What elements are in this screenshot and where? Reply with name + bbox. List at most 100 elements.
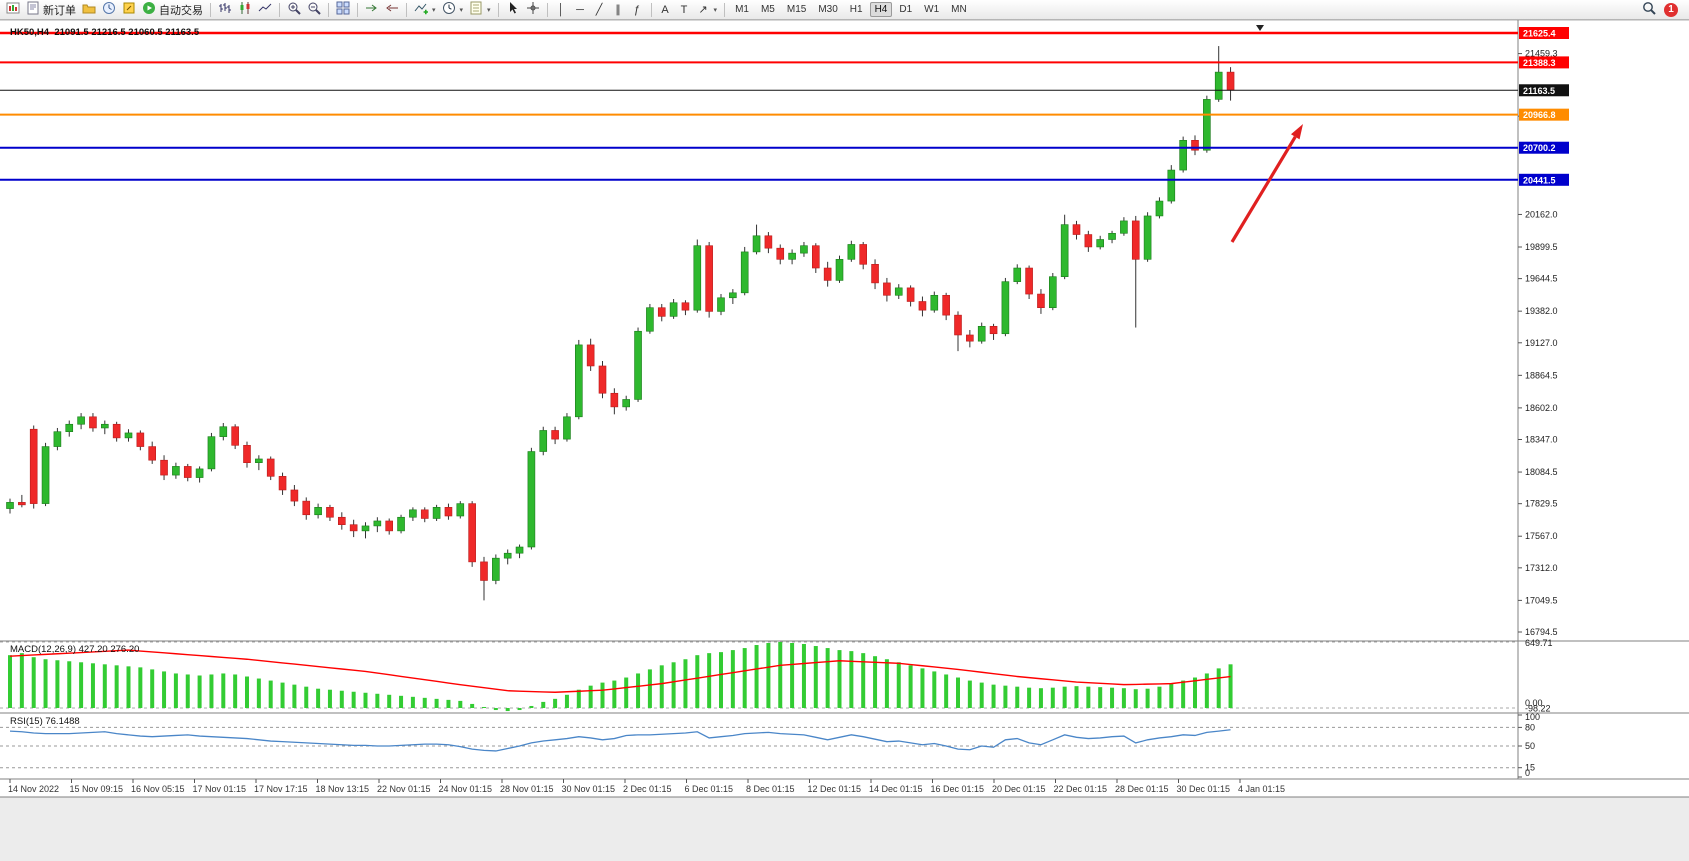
tf-d1[interactable]: D1 bbox=[894, 2, 917, 17]
vertical-line-icon: │ bbox=[557, 3, 565, 16]
channel-button[interactable]: ∥ bbox=[609, 1, 628, 19]
svg-text:18 Nov 13:15: 18 Nov 13:15 bbox=[316, 784, 370, 794]
tf-mn[interactable]: MN bbox=[946, 2, 972, 17]
tf-m30[interactable]: M30 bbox=[813, 2, 842, 17]
svg-text:19382.0: 19382.0 bbox=[1525, 306, 1558, 316]
price-axis-tags[interactable]: 21625.4 21388.3 20966.8 20700.2 20441.5 21163… bbox=[1519, 27, 1569, 186]
macd-panel: 649.71 0.00-98.22 bbox=[0, 638, 1553, 714]
chart-canvas[interactable]: 21459.320954.820162.019899.519644.519382… bbox=[0, 20, 1689, 861]
bar-chart-icon bbox=[218, 1, 232, 18]
indicators-icon bbox=[414, 1, 428, 18]
trendline-button[interactable]: ╱ bbox=[590, 1, 609, 19]
toolbar-separator bbox=[357, 2, 358, 17]
tile-windows-button[interactable] bbox=[333, 1, 353, 19]
svg-text:17049.5: 17049.5 bbox=[1525, 595, 1558, 605]
text-label-button[interactable]: T bbox=[675, 1, 694, 19]
periods-icon bbox=[442, 1, 456, 18]
arrows-tool-button[interactable]: ↗ ▾ bbox=[694, 1, 721, 19]
svg-text:6 Dec 01:15: 6 Dec 01:15 bbox=[685, 784, 734, 794]
profiles-button[interactable] bbox=[79, 1, 99, 19]
svg-text:20700.2: 20700.2 bbox=[1523, 143, 1556, 153]
metaeditor-button[interactable] bbox=[119, 1, 139, 19]
svg-text:18084.5: 18084.5 bbox=[1525, 467, 1558, 477]
svg-text:19644.5: 19644.5 bbox=[1525, 274, 1558, 284]
tf-m1[interactable]: M1 bbox=[730, 2, 754, 17]
line-chart-icon bbox=[258, 1, 272, 18]
dropdown-caret-icon: ▾ bbox=[487, 6, 491, 14]
horizontal-line-button[interactable]: ─ bbox=[571, 1, 590, 19]
chart-shift-button[interactable] bbox=[382, 1, 402, 19]
trend-arrow-annotation[interactable] bbox=[1230, 136, 1297, 243]
price-tag[interactable] bbox=[1519, 141, 1569, 154]
text-button[interactable]: A bbox=[656, 1, 675, 19]
line-chart-button[interactable] bbox=[255, 1, 275, 19]
channel-icon: ∥ bbox=[615, 3, 621, 16]
crosshair-button[interactable] bbox=[523, 1, 543, 19]
toolbar-separator bbox=[724, 2, 726, 17]
svg-text:30 Dec 01:15: 30 Dec 01:15 bbox=[1177, 784, 1231, 794]
price-tag[interactable] bbox=[1519, 27, 1569, 39]
time-axis[interactable]: 14 Nov 2022 15 Nov 09:15 16 Nov 05:15 17 No… bbox=[8, 779, 1285, 794]
text-label-icon: T bbox=[680, 3, 688, 16]
svg-text:16794.5: 16794.5 bbox=[1525, 627, 1558, 637]
toolbar-separator bbox=[279, 2, 280, 17]
zoom-in-icon bbox=[287, 1, 301, 18]
tf-h4[interactable]: H4 bbox=[869, 2, 893, 17]
cursor-icon bbox=[506, 1, 520, 18]
svg-text:0: 0 bbox=[1525, 768, 1530, 778]
price-tag[interactable] bbox=[1519, 84, 1569, 97]
svg-text:12 Dec 01:15: 12 Dec 01:15 bbox=[808, 784, 862, 794]
vertical-line-button[interactable]: │ bbox=[552, 1, 571, 19]
new-order-button[interactable]: 新订单 bbox=[23, 1, 79, 19]
auto-scroll-button[interactable] bbox=[362, 1, 382, 19]
tf-w1[interactable]: W1 bbox=[919, 2, 944, 17]
svg-text:16 Nov 05:15: 16 Nov 05:15 bbox=[131, 784, 185, 794]
trendline-icon: ╱ bbox=[595, 3, 603, 16]
svg-text:22 Nov 01:15: 22 Nov 01:15 bbox=[377, 784, 431, 794]
market-watch-button[interactable] bbox=[99, 1, 119, 19]
cursor-button[interactable] bbox=[503, 1, 523, 19]
svg-text:17 Nov 17:15: 17 Nov 17:15 bbox=[254, 784, 308, 794]
horizontal-lines[interactable] bbox=[0, 31, 1518, 181]
crosshair-icon bbox=[526, 1, 540, 18]
fibonacci-icon: ƒ bbox=[633, 3, 641, 16]
tf-h1[interactable]: H1 bbox=[845, 2, 868, 17]
candlestick-chart-button[interactable] bbox=[235, 1, 255, 19]
zoom-in-button[interactable] bbox=[284, 1, 304, 19]
autotrading-button[interactable]: 自动交易 bbox=[139, 1, 206, 19]
autotrading-button bbox=[142, 1, 156, 18]
templates-button[interactable]: ▾ bbox=[466, 1, 494, 19]
dropdown-caret-icon: ▾ bbox=[459, 6, 464, 14]
bar-chart-button[interactable] bbox=[215, 1, 235, 19]
price-tag[interactable] bbox=[1519, 56, 1569, 69]
svg-text:18864.5: 18864.5 bbox=[1525, 370, 1558, 380]
macd-signal-line bbox=[9, 649, 1231, 693]
zoom-out-button[interactable] bbox=[304, 1, 324, 19]
new-chart-button[interactable] bbox=[3, 1, 23, 19]
svg-text:20441.5: 20441.5 bbox=[1523, 175, 1556, 185]
price-tag[interactable] bbox=[1519, 173, 1569, 186]
svg-text:22 Dec 01:15: 22 Dec 01:15 bbox=[1054, 784, 1108, 794]
market-watch-icon bbox=[102, 1, 116, 18]
tf-m5[interactable]: M5 bbox=[756, 2, 780, 17]
svg-text:30 Nov 01:15: 30 Nov 01:15 bbox=[562, 784, 616, 794]
svg-text:21163.5: 21163.5 bbox=[1523, 86, 1555, 96]
price-axis-ticks: 21459.320954.820162.019899.519644.519382… bbox=[1518, 49, 1558, 637]
svg-text:28 Dec 01:15: 28 Dec 01:15 bbox=[1115, 784, 1169, 794]
search-button[interactable] bbox=[1639, 1, 1659, 19]
chart-shift-marker[interactable] bbox=[1256, 25, 1264, 31]
svg-text:0.00: 0.00 bbox=[1525, 698, 1543, 708]
chart-shift-icon bbox=[385, 1, 399, 18]
notifications-badge[interactable]: 1 bbox=[1664, 2, 1678, 17]
svg-text:16 Dec 01:15: 16 Dec 01:15 bbox=[931, 784, 985, 794]
indicators-button[interactable]: ▾ bbox=[411, 1, 439, 19]
tf-m15[interactable]: M15 bbox=[782, 2, 811, 17]
fibonacci-button[interactable]: ƒ bbox=[628, 1, 647, 19]
periods-button[interactable]: ▾ bbox=[439, 1, 467, 19]
candlesticks bbox=[6, 46, 1235, 601]
svg-text:17829.5: 17829.5 bbox=[1525, 499, 1558, 509]
toolbar-separator bbox=[406, 2, 407, 17]
auto-scroll-icon bbox=[365, 1, 379, 18]
price-tag[interactable] bbox=[1519, 108, 1569, 121]
